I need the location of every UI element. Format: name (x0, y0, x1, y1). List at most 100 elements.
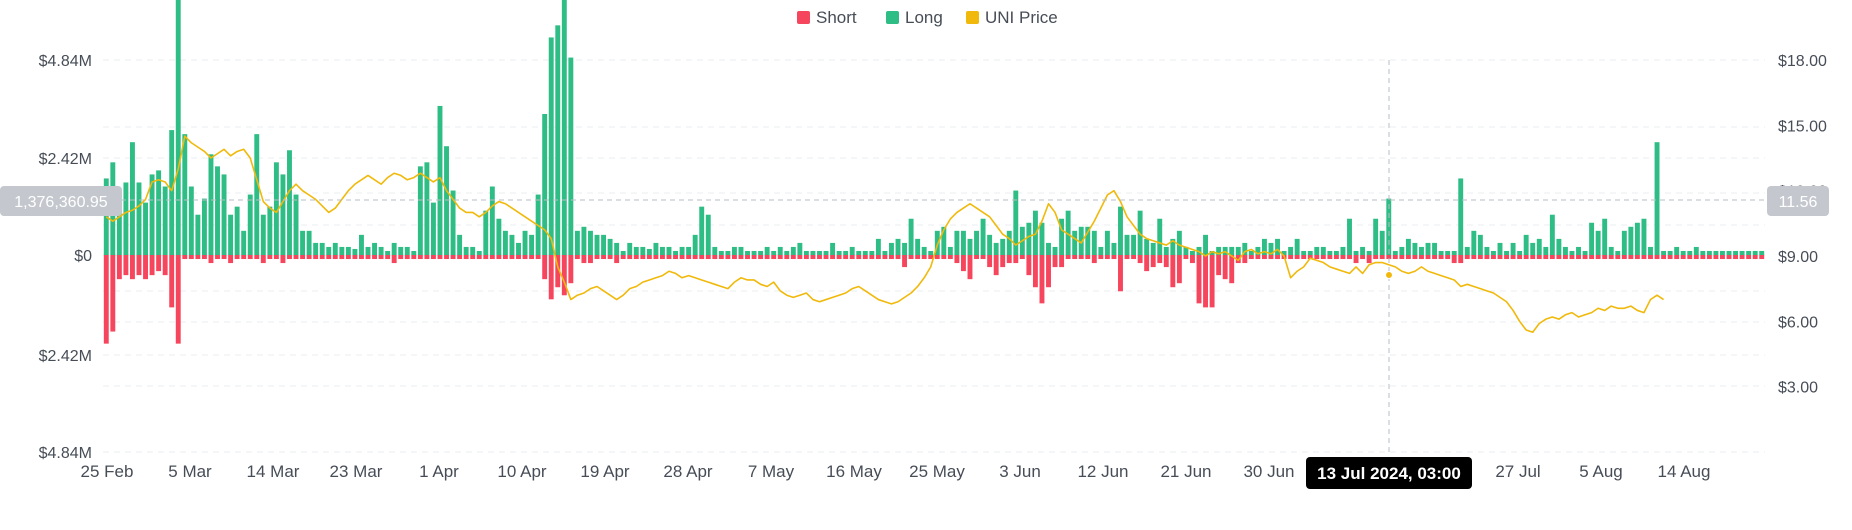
short-bar (1098, 255, 1104, 260)
x-tick-label: 16 May (826, 462, 882, 481)
long-bar (699, 206, 705, 255)
right-tick-label: $18.00 (1778, 53, 1827, 70)
long-bar (470, 246, 476, 255)
grid-lines (103, 59, 1765, 453)
long-bar (692, 234, 698, 255)
short-bar (1137, 255, 1143, 264)
x-tick-label: 25 Feb (81, 462, 134, 481)
bar-series (103, 0, 1765, 344)
long-bar (1458, 178, 1464, 255)
long-bar (548, 37, 554, 255)
short-bar (699, 255, 705, 260)
short-bar (1582, 255, 1588, 260)
short-bar (1052, 255, 1058, 268)
long-bar (1536, 238, 1542, 255)
short-bar (123, 255, 129, 276)
long-bar (594, 234, 600, 255)
long-bar (1752, 250, 1758, 255)
short-bar (745, 255, 750, 260)
long-bar (1595, 230, 1601, 255)
short-bar (1124, 255, 1130, 260)
x-tick-label: 19 Apr (580, 462, 629, 481)
short-bar (1589, 255, 1595, 260)
short-bar (954, 255, 960, 264)
long-bar (712, 246, 718, 255)
short-bar (273, 255, 279, 260)
long-bar (149, 174, 155, 255)
long-bar (1687, 250, 1693, 255)
short-bar (666, 255, 672, 260)
short-bar (849, 255, 855, 260)
long-bar (201, 198, 207, 255)
long-bar (129, 142, 135, 255)
long-bar (234, 206, 240, 255)
long-bar (1039, 222, 1045, 255)
short-bar (1562, 255, 1568, 260)
short-bar (143, 255, 148, 280)
long-bar (522, 230, 528, 255)
short-bar (1229, 255, 1235, 284)
short-bar (103, 255, 109, 344)
legend-item-short[interactable]: Short (797, 8, 857, 27)
long-bar (568, 57, 574, 255)
long-bar (254, 134, 260, 255)
short-bar (581, 255, 587, 264)
short-bar (489, 255, 495, 260)
long-bar (705, 214, 711, 255)
long-bar (581, 226, 587, 255)
long-bar (1307, 250, 1313, 255)
short-bar (1209, 255, 1215, 308)
short-bar (947, 255, 953, 260)
long-bar (1085, 226, 1091, 255)
short-bar (516, 255, 521, 260)
short-bar (1026, 255, 1032, 276)
long-bar (247, 194, 253, 255)
short-bar (594, 255, 600, 260)
short-bar (843, 255, 849, 260)
short-bar (280, 255, 286, 264)
long-bar (686, 246, 692, 255)
long-bar (502, 230, 508, 255)
legend-item-uni-price[interactable]: UNI Price (966, 8, 1058, 27)
long-bar (162, 186, 168, 255)
long-bar (817, 250, 822, 255)
short-bar (934, 255, 940, 260)
long-bar (1562, 246, 1568, 255)
short-bar (463, 255, 469, 260)
short-bar (1713, 255, 1719, 260)
long-bar (215, 166, 220, 255)
short-bar (738, 255, 744, 260)
short-bar (627, 255, 633, 260)
long-bar (1654, 142, 1660, 255)
short-bar (300, 255, 306, 260)
short-bar (1477, 255, 1483, 260)
long-bar (1464, 246, 1470, 255)
long-bar (1360, 246, 1366, 255)
short-bar (1471, 255, 1477, 260)
long-bar (1373, 218, 1379, 255)
short-bar (1445, 255, 1451, 260)
long-bar (208, 154, 214, 255)
short-bar (1759, 255, 1765, 260)
long-bar (1693, 246, 1699, 255)
long-bar (1111, 242, 1117, 255)
long-bar (751, 250, 757, 255)
legend-item-long[interactable]: Long (886, 8, 943, 27)
short-bar (830, 255, 836, 260)
long-bar (960, 230, 966, 255)
short-bar (260, 255, 266, 264)
long-bar (1144, 238, 1150, 255)
short-bar (725, 255, 731, 260)
short-bar (1595, 255, 1601, 260)
x-axis: 25 Feb 5 Mar 14 Mar 23 Mar 1 Apr 10 Apr 19 Apr… (81, 462, 1711, 481)
short-bar (1314, 255, 1320, 260)
long-bar (1255, 246, 1261, 255)
long-bar (509, 234, 515, 255)
long-bar (856, 250, 862, 255)
long-bar (228, 214, 234, 255)
long-bar (1648, 246, 1653, 255)
legend-label: UNI Price (985, 8, 1058, 27)
right-tick-label: $3.00 (1778, 380, 1818, 397)
short-bar (1242, 255, 1248, 264)
short-bar (1576, 255, 1581, 260)
